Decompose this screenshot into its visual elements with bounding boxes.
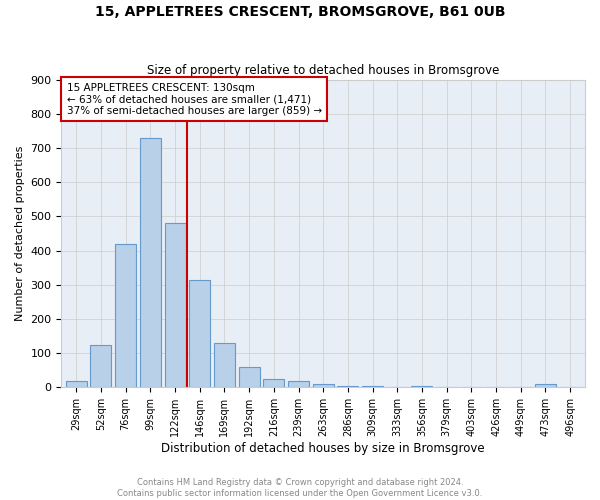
Bar [337, 386, 358, 388]
Bar [535, 384, 556, 388]
Bar [263, 379, 284, 388]
Y-axis label: Number of detached properties: Number of detached properties [15, 146, 25, 321]
Bar [66, 380, 87, 388]
Bar [362, 386, 383, 388]
Text: 15, APPLETREES CRESCENT, BROMSGROVE, B61 0UB: 15, APPLETREES CRESCENT, BROMSGROVE, B61… [95, 5, 505, 19]
Bar [91, 344, 112, 388]
Bar [239, 367, 260, 388]
Text: 15 APPLETREES CRESCENT: 130sqm
← 63% of detached houses are smaller (1,471)
37% : 15 APPLETREES CRESCENT: 130sqm ← 63% of … [67, 82, 322, 116]
Bar [164, 223, 185, 388]
Bar [288, 380, 309, 388]
Bar [313, 384, 334, 388]
Bar [115, 244, 136, 388]
X-axis label: Distribution of detached houses by size in Bromsgrove: Distribution of detached houses by size … [161, 442, 485, 455]
Bar [140, 138, 161, 388]
Bar [189, 280, 210, 388]
Bar [214, 343, 235, 388]
Title: Size of property relative to detached houses in Bromsgrove: Size of property relative to detached ho… [147, 64, 499, 77]
Bar [412, 386, 433, 388]
Text: Contains HM Land Registry data © Crown copyright and database right 2024.
Contai: Contains HM Land Registry data © Crown c… [118, 478, 482, 498]
